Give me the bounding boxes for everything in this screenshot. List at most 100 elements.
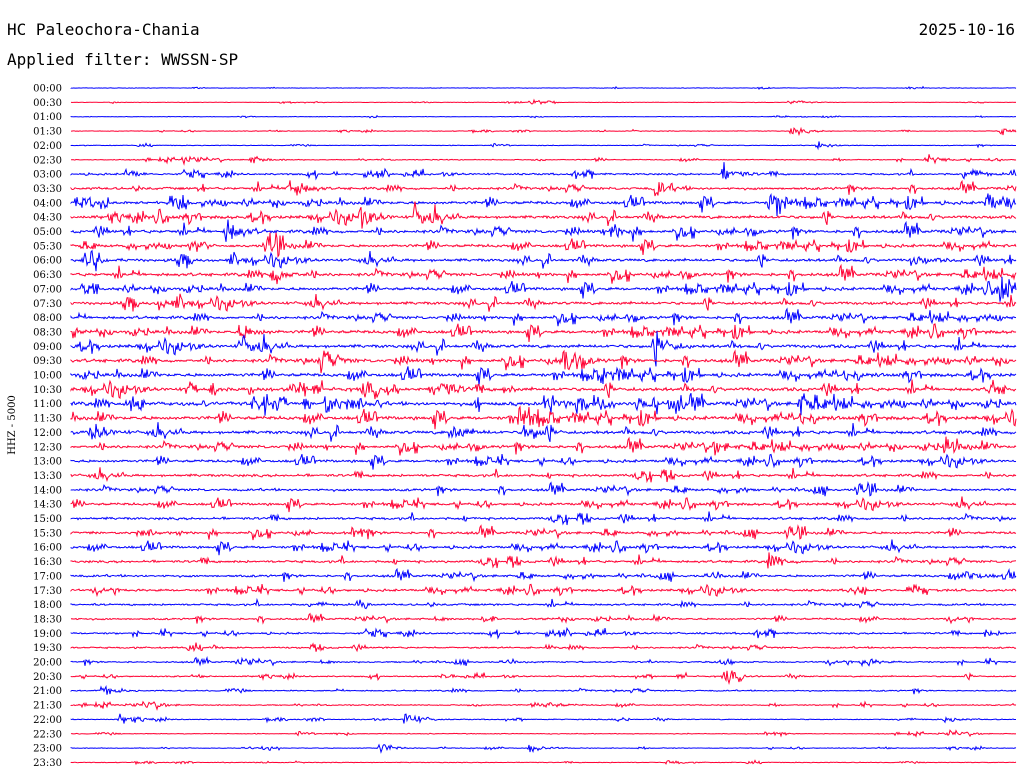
time-tick-label: 13:30 (33, 471, 62, 482)
time-tick-label: 06:30 (33, 270, 62, 281)
time-tick-label: 04:00 (33, 198, 62, 209)
time-tick-label: 18:30 (33, 614, 62, 625)
time-tick-label: 23:00 (33, 744, 62, 755)
time-tick-label: 17:00 (33, 571, 62, 582)
trace-0730 (70, 293, 1017, 312)
y-axis-label: HHZ - 5000 (7, 395, 18, 455)
trace-2130 (70, 700, 1017, 711)
time-tick-label: 12:00 (33, 428, 62, 439)
trace-1030 (70, 379, 1017, 400)
time-tick-label: 16:30 (33, 557, 62, 568)
time-tick-label: 09:30 (33, 356, 62, 367)
time-tick-label: 16:00 (33, 543, 62, 554)
trace-1300 (70, 453, 1017, 470)
time-tick-label: 19:00 (33, 629, 62, 640)
trace-1900 (70, 626, 1017, 640)
trace-2330 (70, 759, 1017, 766)
time-tick-label: 13:00 (33, 457, 62, 468)
time-tick-label: 02:00 (33, 141, 62, 152)
time-tick-label: 01:00 (33, 112, 62, 123)
trace-0000 (70, 85, 1017, 91)
trace-2100 (70, 684, 1017, 695)
trace-2300 (70, 743, 1017, 754)
trace-1000 (70, 366, 1017, 386)
trace-1400 (70, 480, 1017, 497)
time-tick-label: 02:30 (33, 155, 62, 166)
trace-1200 (70, 422, 1017, 443)
time-tick-label: 15:30 (33, 528, 62, 539)
trace-0200 (70, 141, 1016, 151)
time-tick-label: 07:30 (33, 299, 62, 310)
trace-0500 (70, 219, 1017, 242)
trace-0800 (70, 307, 1017, 327)
trace-1430 (70, 496, 1017, 513)
trace-0630 (70, 263, 1017, 285)
trace-0600 (70, 249, 1017, 272)
time-tick-label: 09:00 (33, 342, 62, 353)
trace-1230 (70, 436, 1017, 456)
trace-2200 (70, 713, 1016, 724)
time-tick-label: 10:00 (33, 371, 62, 382)
time-tick-label: 00:30 (33, 98, 62, 109)
trace-0300 (70, 162, 1017, 181)
trace-0430 (70, 201, 1017, 229)
trace-0030 (70, 98, 1017, 105)
trace-2230 (70, 729, 1017, 738)
time-tick-label: 18:00 (33, 600, 62, 611)
trace-1730 (70, 583, 1017, 598)
time-tick-label: 21:00 (33, 686, 62, 697)
trace-1800 (70, 597, 1017, 610)
time-tick-label: 05:30 (33, 241, 62, 252)
time-tick-label: 03:30 (33, 184, 62, 195)
time-tick-label: 00:00 (33, 84, 62, 95)
time-tick-label: 11:30 (33, 414, 62, 425)
trace-1500 (70, 511, 1017, 526)
trace-1630 (70, 552, 1017, 569)
station-title: HC Paleochora-Chania (7, 20, 200, 39)
time-tick-label: 08:00 (33, 313, 62, 324)
time-tick-label: 23:30 (33, 758, 62, 769)
trace-1930 (70, 642, 1017, 653)
trace-0330 (70, 179, 1017, 197)
time-tick-label: 08:30 (33, 327, 62, 338)
trace-0830 (70, 323, 1017, 343)
date-label: 2025-10-16 (918, 20, 1015, 39)
trace-0930 (70, 349, 1017, 374)
trace-1130 (70, 405, 1017, 430)
trace-group (70, 85, 1017, 766)
time-tick-label: 06:00 (33, 256, 62, 267)
time-tick-label: 01:30 (33, 127, 62, 138)
trace-0400 (70, 193, 1017, 217)
trace-1700 (70, 567, 1017, 583)
trace-1600 (70, 539, 1017, 556)
time-tick-label: 21:30 (33, 701, 62, 712)
trace-0900 (70, 330, 1017, 367)
time-tick-label: 14:00 (33, 485, 62, 496)
trace-1830 (70, 612, 1017, 625)
trace-0100 (70, 114, 1016, 119)
trace-0700 (70, 276, 1017, 302)
trace-1530 (70, 524, 1017, 541)
time-tick-label: 04:30 (33, 213, 62, 224)
time-tick-label: 17:30 (33, 586, 62, 597)
trace-0230 (71, 154, 1017, 166)
time-tick-label: 03:00 (33, 170, 62, 181)
trace-1330 (70, 467, 1017, 484)
time-tick-label: 20:30 (33, 672, 62, 683)
time-tick-label: 22:00 (33, 715, 62, 726)
time-tick-label: 11:00 (33, 399, 62, 410)
trace-1100 (70, 392, 1017, 416)
trace-0530 (70, 232, 1017, 259)
time-tick-label: 20:00 (33, 658, 62, 669)
time-tick-label: 14:30 (33, 500, 62, 511)
time-tick-label: 10:30 (33, 385, 62, 396)
time-tick-label: 19:30 (33, 643, 62, 654)
time-tick-label: 07:00 (33, 284, 62, 295)
time-tick-label: 15:00 (33, 514, 62, 525)
filter-label: Applied filter: WWSSN-SP (7, 50, 239, 69)
trace-2030 (70, 670, 1017, 686)
trace-2000 (70, 656, 1017, 668)
trace-0130 (71, 126, 1017, 137)
time-tick-label: 22:30 (33, 729, 62, 740)
